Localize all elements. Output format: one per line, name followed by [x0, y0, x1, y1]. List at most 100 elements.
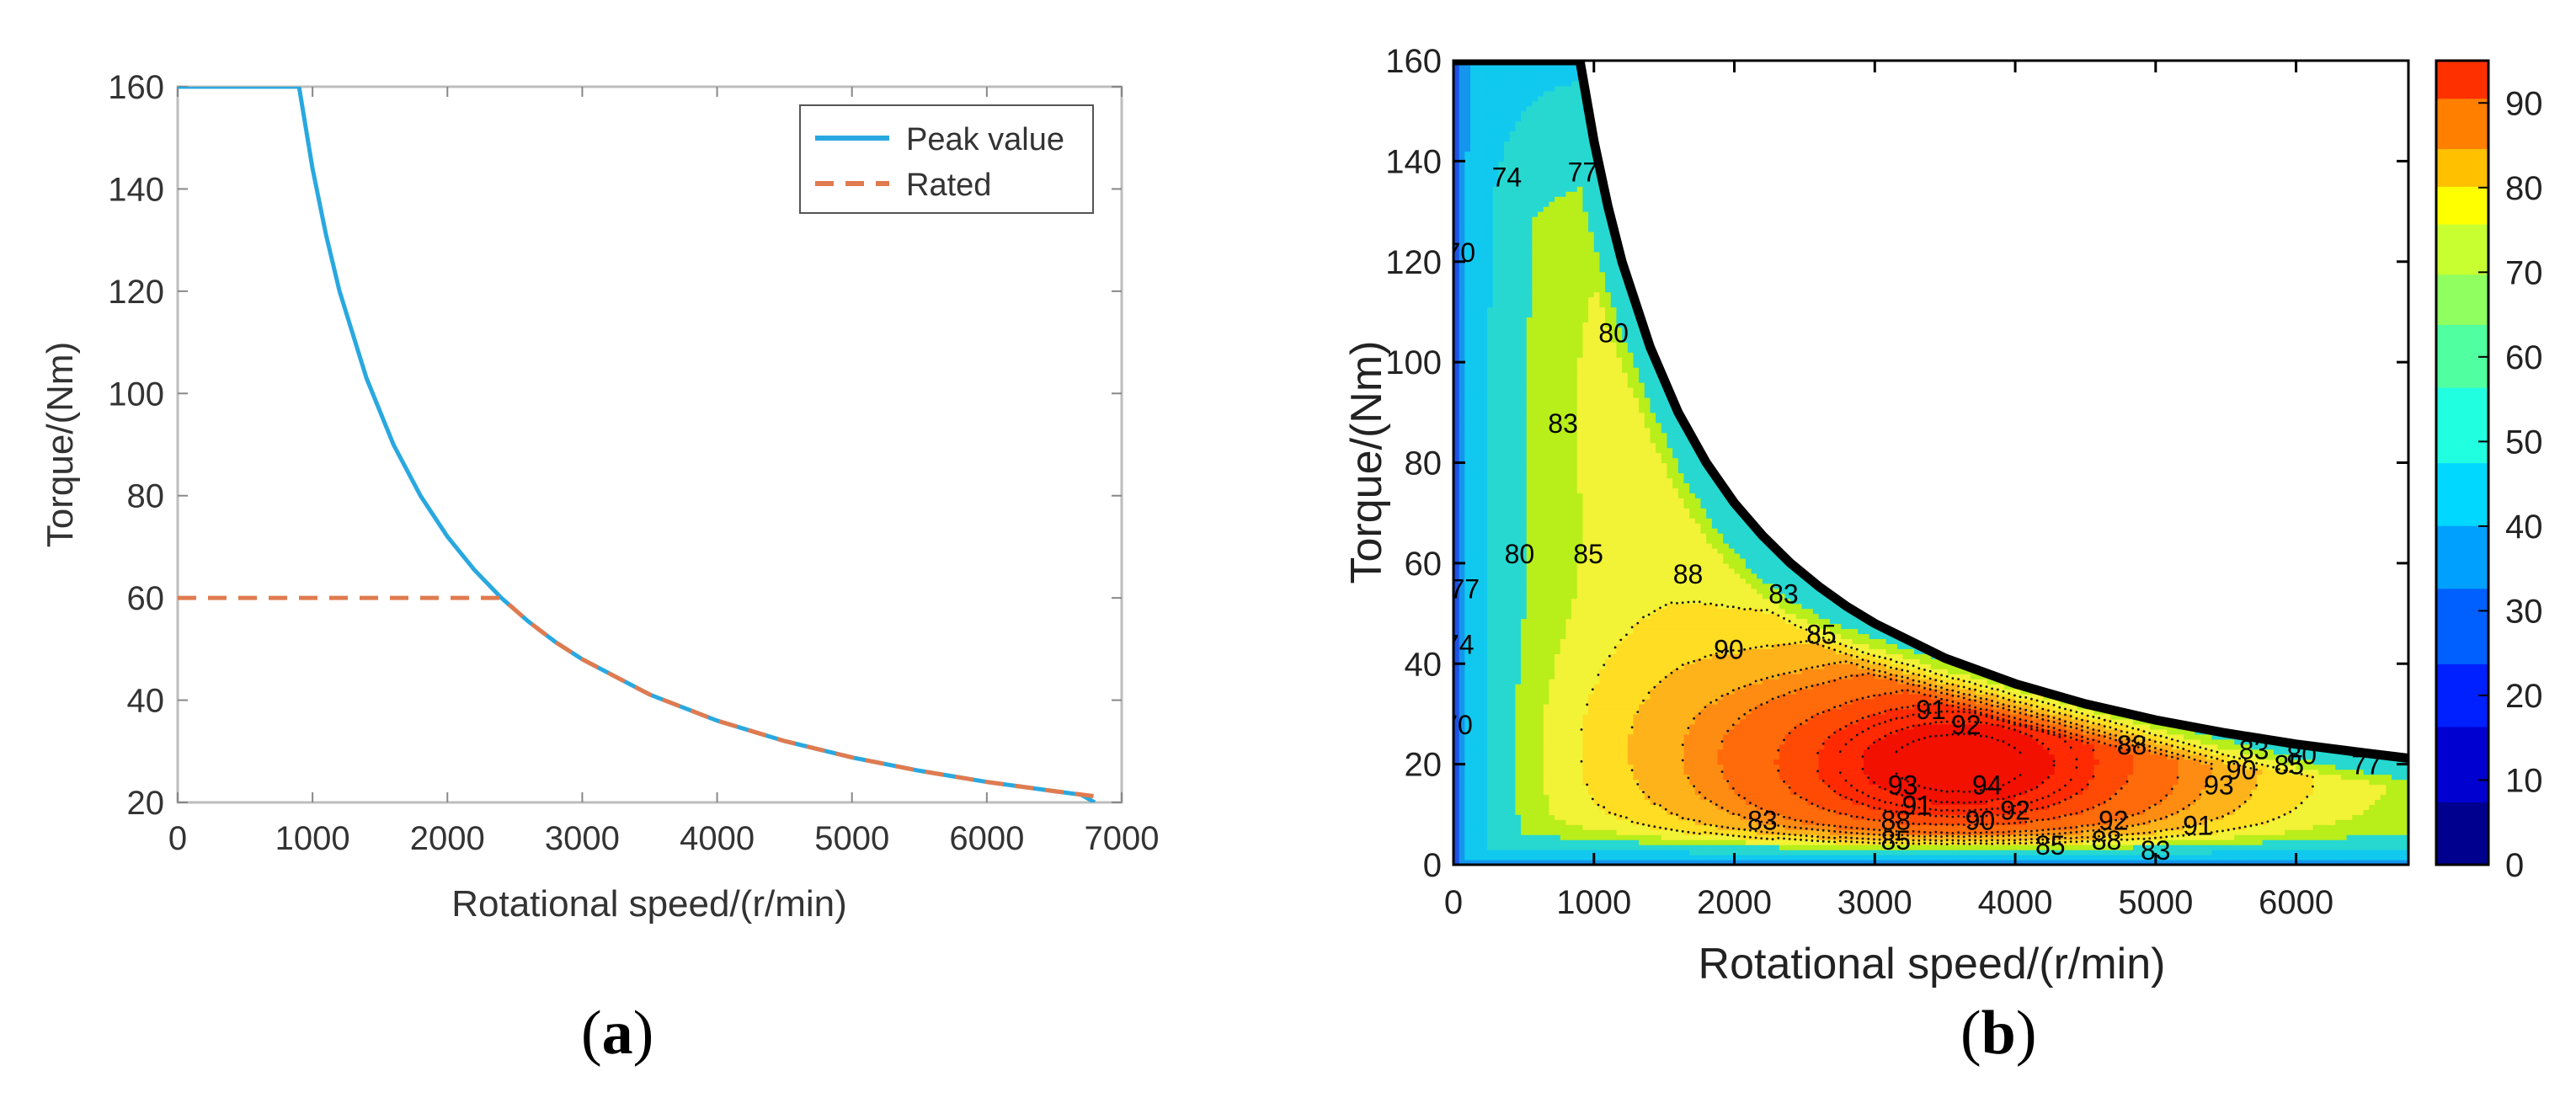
efficiency-cell [1543, 477, 1549, 483]
efficiency-cell [1459, 733, 1465, 740]
efficiency-cell [1498, 593, 1505, 599]
efficiency-cell [1560, 513, 1567, 519]
efficiency-cell [1555, 779, 1561, 786]
efficiency-cell [1588, 427, 1595, 434]
efficiency-cell [1549, 754, 1555, 760]
efficiency-cell [1599, 337, 1606, 343]
efficiency-cell [1464, 723, 1471, 730]
efficiency-cell [1470, 100, 1477, 107]
efficiency-cell [1565, 583, 1572, 589]
efficiency-cell [1571, 372, 1578, 378]
efficiency-cell [1538, 562, 1544, 569]
efficiency-cell [1565, 70, 1572, 77]
efficiency-cell [1565, 814, 1572, 820]
efficiency-cell [1498, 125, 1505, 132]
efficiency-cell [1616, 457, 1623, 464]
efficiency-cell [1487, 312, 1494, 318]
efficiency-cell [1481, 407, 1488, 413]
efficiency-cell [1487, 291, 1494, 298]
efficiency-cell [1576, 839, 1584, 845]
efficiency-cell [1487, 452, 1494, 459]
efficiency-cell [1481, 482, 1488, 488]
efficiency-cell [1475, 493, 1482, 498]
efficiency-cell [1459, 347, 1465, 353]
efficiency-cell [1492, 231, 1499, 237]
efficiency-cell [1498, 75, 1505, 82]
efficiency-cell [1470, 462, 1477, 469]
efficiency-cell [1459, 186, 1465, 192]
efficiency-cell [1509, 437, 1516, 444]
efficiency-cell [1565, 281, 1572, 288]
efficiency-cell [1576, 367, 1584, 373]
efficiency-cell [1481, 386, 1488, 393]
efficiency-cell [1492, 191, 1499, 197]
efficiency-cell [1560, 834, 1567, 840]
efficiency-cell [1521, 633, 1528, 640]
efficiency-cell [1492, 472, 1499, 479]
efficiency-cell [1599, 824, 1606, 830]
efficiency-cell [1549, 327, 1555, 333]
efficiency-cell [1588, 437, 1595, 444]
efficiency-cell [1599, 211, 1606, 217]
efficiency-cell [1593, 643, 1601, 649]
efficiency-cell [1532, 718, 1539, 725]
efficiency-cell [1532, 679, 1539, 685]
efficiency-cell [1532, 794, 1539, 801]
efficiency-cell [1464, 764, 1471, 770]
efficiency-cell [1593, 462, 1601, 469]
efficiency-cell [1459, 80, 1465, 87]
efficiency-cell [1475, 110, 1482, 117]
efficiency-cell [1610, 733, 1618, 740]
efficiency-cell [1538, 472, 1544, 479]
efficiency-cell [1515, 271, 1522, 278]
efficiency-cell [1576, 392, 1584, 398]
efficiency-cell [1582, 327, 1589, 333]
efficiency-cell [1610, 337, 1618, 343]
efficiency-cell [1633, 779, 1640, 786]
efficiency-cell [1504, 85, 1511, 92]
efficiency-cell [1565, 75, 1572, 82]
efficiency-cell [1560, 306, 1567, 313]
efficiency-cell [1565, 578, 1572, 584]
efficiency-cell [1576, 784, 1584, 791]
efficiency-cell [1492, 201, 1499, 207]
efficiency-cell [1588, 397, 1595, 403]
efficiency-cell [1622, 774, 1629, 781]
efficiency-cell [1605, 462, 1612, 469]
efficiency-cell [1616, 759, 1623, 765]
efficiency-cell [1555, 814, 1561, 820]
efficiency-cell [1509, 457, 1516, 464]
efficiency-cell [1588, 467, 1595, 474]
efficiency-cell [1582, 452, 1589, 459]
efficiency-cell [1521, 674, 1528, 679]
efficiency-cell [1470, 241, 1477, 248]
efficiency-cell [1475, 669, 1482, 674]
efficiency-cell [1459, 191, 1465, 197]
efficiency-cell [1588, 623, 1595, 630]
efficiency-cell [1492, 860, 1499, 865]
efficiency-cell [1555, 211, 1561, 217]
efficiency-cell [1504, 493, 1511, 498]
efficiency-cell [1470, 337, 1477, 343]
efficiency-cell [1521, 733, 1528, 740]
efficiency-cell [1459, 547, 1465, 554]
efficiency-cell [1459, 90, 1465, 97]
efficiency-cell [1582, 372, 1589, 378]
efficiency-cell [1588, 648, 1595, 654]
efficiency-cell [1487, 684, 1494, 690]
efficiency-cell [1549, 598, 1555, 605]
efficiency-cell [1576, 728, 1584, 735]
efficiency-cell [1526, 166, 1533, 172]
efficiency-cell [1593, 562, 1601, 569]
efficiency-cell [1560, 322, 1567, 328]
efficiency-cell [1538, 276, 1544, 283]
efficiency-cell [1459, 694, 1465, 700]
efficiency-cell [1543, 824, 1549, 830]
efficiency-cell [1549, 552, 1555, 559]
efficiency-cell [1610, 628, 1618, 635]
efficiency-cell [1532, 658, 1539, 664]
efficiency-cell [1593, 689, 1601, 695]
efficiency-cell [1481, 663, 1488, 669]
efficiency-cell [1565, 407, 1572, 413]
efficiency-cell [1538, 156, 1544, 162]
